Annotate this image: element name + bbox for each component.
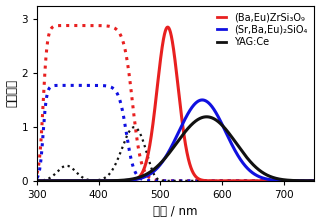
Legend: (Ba,Eu)ZrSi₃O₉, (Sr,Ba,Eu)₂SiO₄, YAG:Ce: (Ba,Eu)ZrSi₃O₉, (Sr,Ba,Eu)₂SiO₄, YAG:Ce xyxy=(215,11,309,49)
Y-axis label: 相対強度: 相対強度 xyxy=(5,79,19,107)
X-axis label: 波長 / nm: 波長 / nm xyxy=(154,205,198,218)
